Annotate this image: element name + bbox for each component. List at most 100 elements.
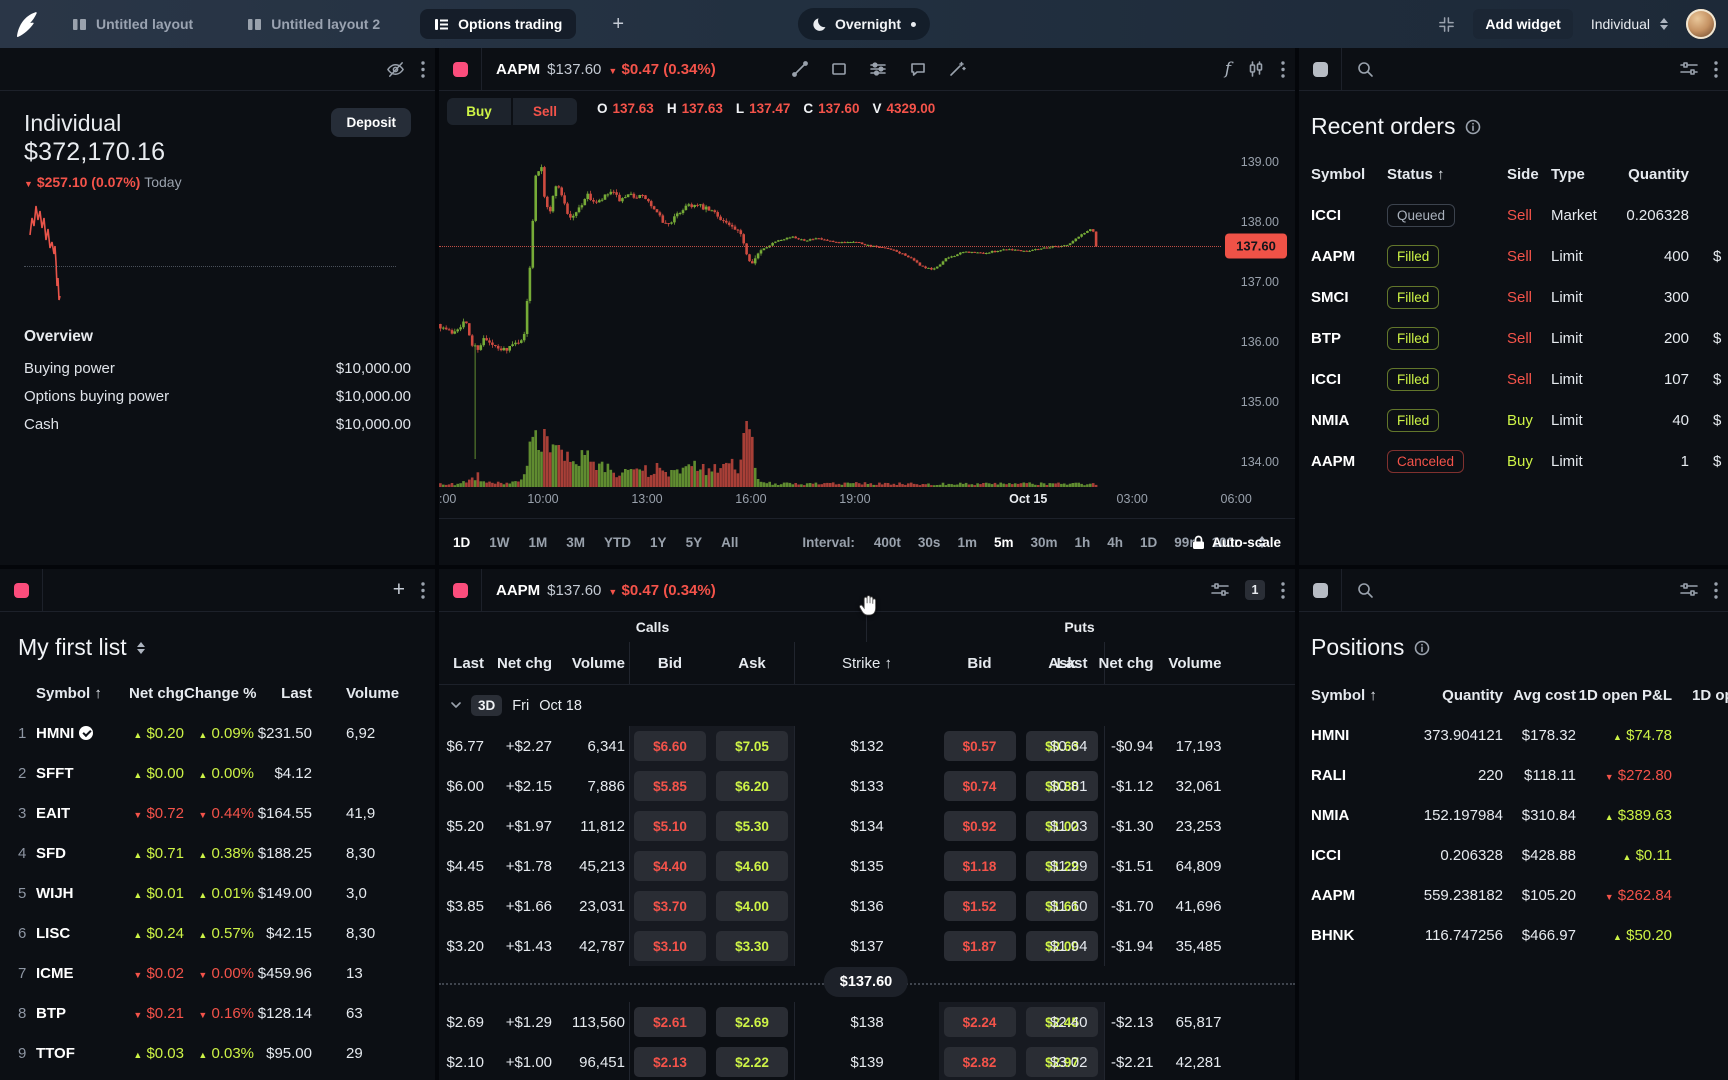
range-all[interactable]: All [721, 534, 739, 550]
calls-ask-button[interactable]: $4.00 [716, 891, 788, 921]
widget-group-handle[interactable] [13, 582, 29, 598]
range-1m[interactable]: 1M [528, 534, 548, 550]
widget-handle-slot[interactable] [1299, 48, 1342, 90]
watchlist-row[interactable]: 6 LISC ▲ $0.24 ▲ 0.57% $42.15 8,30 [0, 913, 435, 953]
order-row[interactable]: AAPM Filled Sell Limit 400 $ [1299, 236, 1728, 277]
widget-handle[interactable] [1312, 61, 1328, 77]
filter-sliders-icon[interactable] [1680, 582, 1698, 598]
watchlist-title-row[interactable]: My first list [18, 634, 435, 661]
calls-bid-button[interactable]: $3.70 [634, 891, 706, 921]
col-strike[interactable]: Strike ↑ [794, 642, 939, 684]
col-puts-bid[interactable]: Bid [967, 654, 992, 672]
puts-ask-button[interactable]: $1.02 [1026, 811, 1098, 841]
calls-bid-button[interactable]: $5.10 [634, 811, 706, 841]
col-calls-ask[interactable]: Ask [738, 654, 766, 672]
tab-options-trading[interactable]: Options trading [420, 9, 577, 39]
interval-4h[interactable]: 4h [1107, 534, 1124, 550]
widget-handle-slot[interactable] [439, 569, 482, 611]
calls-bid-button[interactable]: $5.85 [634, 771, 706, 801]
watchlist-row[interactable]: 2 SFFT ▲ $0.00 ▲ 0.00% $4.12 [0, 753, 435, 793]
autoscale-toggle[interactable]: Auto-scale [1192, 535, 1281, 550]
range-ytd[interactable]: YTD [604, 534, 632, 550]
col-symbol[interactable]: Symbol [1311, 166, 1366, 183]
puts-bid-button[interactable]: $2.24 [943, 1007, 1016, 1037]
option-strike-row[interactable]: $2.10 +$1.00 96,451 $2.13 $2.22 $139 $2.82 $2.9… [439, 1042, 1295, 1080]
candlestick-icon[interactable] [1247, 60, 1265, 78]
option-strike-row[interactable]: $2.69 +$1.29 113,560 $2.61 $2.69 $138 $2.24 $2.… [439, 1002, 1295, 1042]
widget-group-handle[interactable] [452, 582, 468, 598]
session-pill[interactable]: Overnight [797, 8, 931, 40]
position-row[interactable]: RALI 220 $118.11 ▼ $272.80 [1299, 755, 1728, 795]
col-puts-ask[interactable]: Ask [1048, 654, 1076, 672]
col-puts-last[interactable]: Last [1056, 654, 1088, 672]
puts-bid-button[interactable]: $0.74 [943, 771, 1016, 801]
col-quantity[interactable]: Quantity [1442, 686, 1503, 704]
add-widget-button[interactable]: Add widget [1473, 9, 1573, 39]
position-row[interactable]: BHNK 116.747256 $466.97 ▲ $50.20 [1299, 915, 1728, 955]
buy-button[interactable]: Buy [447, 98, 511, 125]
menu-dots-icon[interactable] [1281, 581, 1285, 599]
interval-30s[interactable]: 30s [917, 534, 941, 550]
info-icon[interactable] [1414, 640, 1430, 656]
col-status[interactable]: Status ↑ [1387, 166, 1445, 183]
menu-dots-icon[interactable] [1281, 60, 1285, 78]
interval-400t[interactable]: 400t [873, 534, 901, 550]
watchlist-row[interactable]: 8 BTP ▼ $0.21 ▼ 0.16% $128.14 63 [0, 993, 435, 1033]
col-1d-open-pl[interactable]: 1D open P&L [1578, 686, 1672, 704]
col-side[interactable]: Side [1507, 166, 1539, 183]
col-volume[interactable]: Volume [346, 684, 400, 702]
calls-bid-button[interactable]: $6.60 [634, 731, 706, 761]
interval-100r[interactable]: 100r [1211, 534, 1240, 550]
col-1d-open-cut[interactable]: 1D op [1692, 686, 1728, 704]
robinhood-logo-icon[interactable] [14, 10, 40, 38]
widget-handle[interactable] [1312, 582, 1328, 598]
interval-1d[interactable]: 1D [1140, 534, 1158, 550]
calls-ask-button[interactable]: $5.30 [716, 811, 788, 841]
symbol[interactable]: AAPM [496, 581, 541, 599]
position-row[interactable]: AAPM 559.238182 $105.20 ▼ $262.84 [1299, 875, 1728, 915]
puts-ask-button[interactable]: $2.00 [1026, 931, 1098, 961]
interval-99r[interactable]: 99r [1174, 534, 1195, 550]
search-icon[interactable] [1356, 581, 1374, 599]
info-icon[interactable] [1465, 119, 1481, 135]
calls-ask-button[interactable]: $6.20 [716, 771, 788, 801]
symbol[interactable]: AAPM [496, 60, 541, 78]
order-row[interactable]: BTP Filled Sell Limit 200 $ [1299, 318, 1728, 359]
option-strike-row[interactable]: $6.77 +$2.27 6,341 $6.60 $7.05 $132 $0.57 $0.63… [439, 726, 1295, 766]
candlestick-chart[interactable] [439, 48, 1295, 508]
contracts-count-badge[interactable]: 1 [1245, 580, 1265, 600]
order-row[interactable]: ICCI Filled Sell Limit 107 $ [1299, 359, 1728, 400]
add-symbol-button[interactable]: + [392, 578, 405, 601]
calls-ask-button[interactable]: $3.30 [716, 931, 788, 961]
watchlist-row[interactable]: 4 SFD ▲ $0.71 ▲ 0.38% $188.25 8,30 [0, 833, 435, 873]
sell-button[interactable]: Sell [513, 98, 577, 125]
interval-1m[interactable]: 1m [957, 534, 977, 550]
position-row[interactable]: HMNI 373.904121 $178.32 ▲ $74.78 [1299, 715, 1728, 755]
position-row[interactable]: ICCI 0.206328 $428.88 ▲ $0.11 [1299, 835, 1728, 875]
calls-bid-button[interactable]: $2.13 [634, 1047, 706, 1077]
indicators-icon[interactable] [869, 60, 888, 78]
puts-bid-button[interactable]: $1.52 [943, 891, 1016, 921]
menu-dots-icon[interactable] [421, 60, 425, 78]
avatar[interactable] [1686, 9, 1716, 39]
puts-bid-button[interactable]: $0.92 [943, 811, 1016, 841]
puts-ask-button[interactable]: $1.61 [1026, 891, 1098, 921]
magic-wand-icon[interactable] [948, 60, 966, 78]
tab-untitled-layout-2[interactable]: Untitled layout 2 [233, 9, 394, 39]
puts-ask-button[interactable]: $2.97 [1026, 1047, 1098, 1077]
option-strike-row[interactable]: $6.00 +$2.15 7,886 $5.85 $6.20 $133 $0.74 $0.80… [439, 766, 1295, 806]
deposit-button[interactable]: Deposit [331, 108, 411, 137]
calls-ask-button[interactable]: $2.22 [716, 1047, 788, 1077]
fx-icon[interactable]: f [1224, 59, 1231, 79]
watchlist-row[interactable]: 9 TTOF ▲ $0.03 ▲ 0.03% $95.00 29 [0, 1033, 435, 1073]
range-1y[interactable]: 1Y [650, 534, 667, 550]
puts-ask-button[interactable]: $0.80 [1026, 771, 1098, 801]
interval-stepper-icon[interactable] [1258, 536, 1267, 548]
col-changepct[interactable]: Change % [184, 684, 257, 702]
watchlist-row[interactable]: 5 WIJH ▲ $0.01 ▲ 0.01% $149.00 3,0 [0, 873, 435, 913]
calls-ask-button[interactable]: $4.60 [716, 851, 788, 881]
puts-ask-button[interactable]: $1.29 [1026, 851, 1098, 881]
order-row[interactable]: ICCI Queued Sell Market 0.206328 [1299, 195, 1728, 236]
puts-ask-button[interactable]: $0.63 [1026, 731, 1098, 761]
tab-untitled-layout[interactable]: Untitled layout [58, 9, 207, 39]
